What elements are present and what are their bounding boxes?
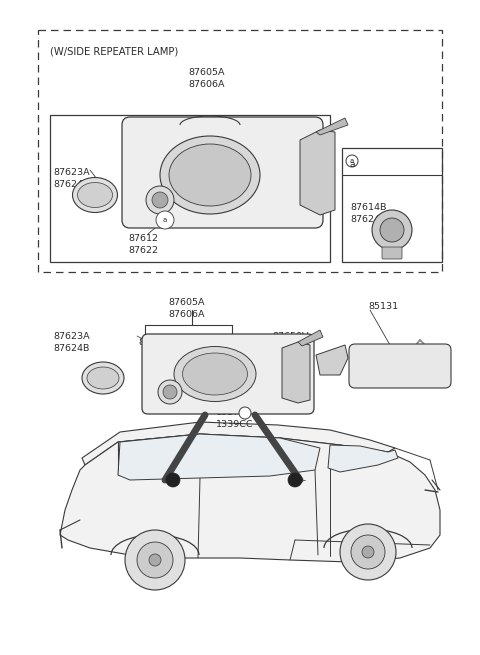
Circle shape bbox=[163, 385, 177, 399]
FancyBboxPatch shape bbox=[349, 344, 451, 388]
Text: 87624B: 87624B bbox=[53, 180, 89, 189]
Bar bbox=[50, 115, 330, 262]
Polygon shape bbox=[300, 130, 335, 215]
Circle shape bbox=[125, 530, 185, 590]
Polygon shape bbox=[282, 342, 310, 403]
Circle shape bbox=[239, 407, 251, 419]
Circle shape bbox=[351, 535, 385, 569]
Text: 87605A: 87605A bbox=[188, 68, 225, 77]
Circle shape bbox=[362, 546, 374, 558]
Circle shape bbox=[372, 210, 412, 250]
Ellipse shape bbox=[82, 362, 124, 394]
Text: 87613L: 87613L bbox=[260, 130, 295, 139]
Text: 87650V: 87650V bbox=[272, 332, 309, 341]
Bar bbox=[38, 30, 442, 272]
Ellipse shape bbox=[174, 346, 256, 402]
Text: 87605A: 87605A bbox=[168, 298, 204, 307]
Text: 87623A: 87623A bbox=[53, 332, 90, 341]
Ellipse shape bbox=[72, 178, 118, 212]
Text: 85101: 85101 bbox=[406, 370, 436, 379]
Ellipse shape bbox=[87, 367, 119, 389]
Text: 87623A: 87623A bbox=[53, 168, 90, 177]
Circle shape bbox=[146, 186, 174, 214]
Circle shape bbox=[340, 524, 396, 580]
Text: 1327AB: 1327AB bbox=[216, 408, 253, 417]
Text: 87614L: 87614L bbox=[260, 142, 295, 151]
Bar bbox=[342, 148, 442, 262]
Polygon shape bbox=[316, 345, 348, 375]
Text: 87624B: 87624B bbox=[53, 344, 89, 353]
Text: a: a bbox=[350, 158, 354, 164]
Circle shape bbox=[380, 218, 404, 242]
Circle shape bbox=[156, 211, 174, 229]
Circle shape bbox=[166, 473, 180, 487]
Polygon shape bbox=[82, 422, 395, 465]
Ellipse shape bbox=[182, 353, 248, 395]
Circle shape bbox=[346, 155, 358, 167]
Polygon shape bbox=[298, 330, 323, 346]
FancyBboxPatch shape bbox=[382, 247, 402, 259]
Text: 87614B: 87614B bbox=[350, 203, 386, 212]
Ellipse shape bbox=[169, 144, 251, 206]
Text: 87606A: 87606A bbox=[188, 80, 225, 89]
Ellipse shape bbox=[160, 136, 260, 214]
Text: 87622: 87622 bbox=[175, 338, 205, 347]
Text: 87612: 87612 bbox=[138, 338, 168, 347]
Text: a: a bbox=[163, 217, 167, 223]
Polygon shape bbox=[60, 434, 440, 562]
Text: 87660V: 87660V bbox=[272, 344, 309, 353]
FancyBboxPatch shape bbox=[142, 334, 314, 414]
FancyBboxPatch shape bbox=[122, 117, 323, 228]
Text: 87612: 87612 bbox=[128, 234, 158, 243]
Polygon shape bbox=[118, 434, 320, 480]
Circle shape bbox=[137, 542, 173, 578]
Circle shape bbox=[152, 192, 168, 208]
Text: 87624D: 87624D bbox=[350, 215, 387, 224]
Polygon shape bbox=[316, 118, 348, 135]
Circle shape bbox=[288, 473, 302, 487]
Text: 87606A: 87606A bbox=[168, 310, 204, 319]
Circle shape bbox=[149, 554, 161, 566]
Text: 85131: 85131 bbox=[368, 302, 398, 311]
Polygon shape bbox=[328, 445, 398, 472]
Text: (W/SIDE REPEATER LAMP): (W/SIDE REPEATER LAMP) bbox=[50, 47, 178, 57]
Text: 1339CC: 1339CC bbox=[216, 420, 253, 429]
Text: a: a bbox=[350, 160, 356, 169]
Circle shape bbox=[158, 380, 182, 404]
Ellipse shape bbox=[77, 183, 112, 208]
Text: 87622: 87622 bbox=[128, 246, 158, 255]
